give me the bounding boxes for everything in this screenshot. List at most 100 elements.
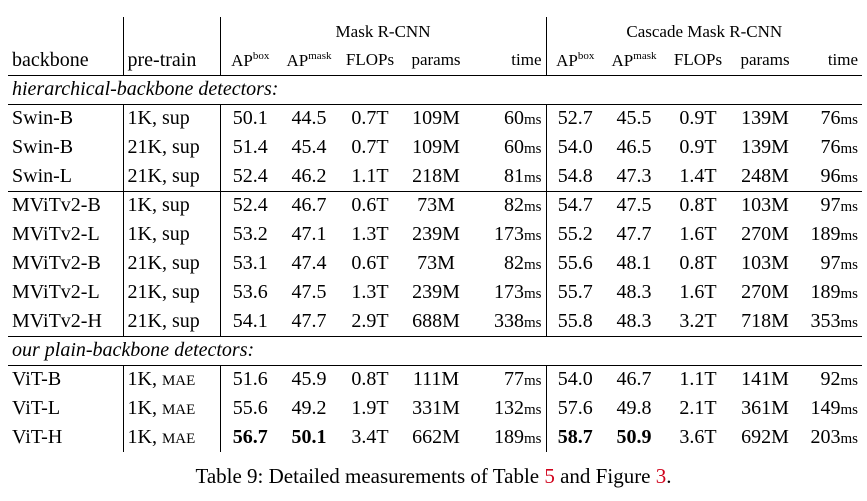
cell-text: 270M <box>741 223 789 245</box>
cell: 1.9T <box>338 394 402 423</box>
cell: 48.3 <box>604 278 664 307</box>
cell-text: 3.2T <box>679 309 717 332</box>
cell-text: time <box>511 50 542 70</box>
cell-text: 52.4 <box>232 164 268 187</box>
cell-unit: ms <box>524 228 542 244</box>
cell: Swin-B <box>8 133 124 162</box>
cell-unit: ms <box>524 431 542 447</box>
cell-text: 1.6T <box>679 281 717 303</box>
cell: 54.7 <box>546 191 604 220</box>
cell: 46.5 <box>604 133 664 162</box>
cell-text: 51.6 <box>232 368 268 391</box>
cell: 46.7 <box>604 365 664 394</box>
cell-text: 52.7 <box>557 107 593 130</box>
data-row: MViTv2-L 1K, sup 53.2 47.1 1.3T 239M 173ms 55.2… <box>8 220 862 249</box>
cell: 49.2 <box>280 394 338 423</box>
cell: MViTv2-B <box>8 191 124 220</box>
cell-text: 21K, sup <box>127 309 200 332</box>
cell-text: 3.4T <box>351 426 389 448</box>
cell: 73M <box>402 249 470 278</box>
cell-unit: ms <box>524 402 542 418</box>
cell-unit: ms <box>840 286 859 302</box>
cell: 52.4 <box>220 191 280 220</box>
cell-text: 47.5 <box>291 281 327 303</box>
data-row: Swin-B 1K, sup 50.1 44.5 0.7T 109M 60ms 52.7 45.… <box>8 104 862 133</box>
cell-text: 47.3 <box>616 164 652 187</box>
cell-text: pre-train <box>127 48 197 71</box>
cell-text: 103M <box>741 252 789 274</box>
cell: 1.6T <box>664 220 732 249</box>
cell: MViTv2-L <box>8 278 124 307</box>
data-row: MViTv2-L 21K, sup 53.6 47.5 1.3T 239M 173ms 55.… <box>8 278 862 307</box>
cell: 47.4 <box>280 249 338 278</box>
cell-text: 53.1 <box>232 252 268 274</box>
cell-unit: ms <box>524 169 542 186</box>
cell: 361M <box>732 394 798 423</box>
cell-number: 92 <box>820 368 841 391</box>
cell-text: 1.3T <box>351 281 389 303</box>
cell-text: Swin-B <box>12 107 74 130</box>
caption-text: Table 9: Detailed measurements of Table <box>195 464 545 488</box>
cell-text: 270M <box>741 281 789 303</box>
cell: 45.5 <box>604 104 664 133</box>
data-row: ViT-B 1K, MAE 51.6 45.9 0.8T 111M 77ms 54.0 46.7… <box>8 365 862 394</box>
cell-text: 1.3T <box>351 223 389 245</box>
cell-text: 48.3 <box>616 309 652 332</box>
cell: 60ms <box>470 133 547 162</box>
table-ref[interactable]: 5 <box>544 464 555 488</box>
cell-text: 73M <box>417 252 455 274</box>
cell-text: 1.6T <box>679 223 717 245</box>
cell-unit: ms <box>524 286 542 302</box>
cell-text: 139M <box>741 136 789 158</box>
cell-text: ViT-B <box>12 368 62 391</box>
cell: 76ms <box>798 133 862 162</box>
cell-text: 48.3 <box>616 281 652 303</box>
cell: 47.7 <box>604 220 664 249</box>
cell: 1.3T <box>338 278 402 307</box>
cell: 45.9 <box>280 365 338 394</box>
figure-ref[interactable]: 3 <box>655 464 667 488</box>
column-header: FLOPs <box>664 46 733 76</box>
cell: 1.3T <box>338 220 402 249</box>
cell-unit: ms <box>840 112 859 129</box>
cell-text: 48.1 <box>616 252 652 274</box>
cell-number: 132 <box>494 397 524 419</box>
cell: 53.1 <box>220 249 280 278</box>
column-header: params <box>732 46 799 76</box>
cell-unit: ms <box>840 228 859 244</box>
cell-smallcaps: MAE <box>161 402 196 418</box>
cell-number: 149 <box>810 397 841 419</box>
cell-text: 49.2 <box>291 397 327 419</box>
cell: 141M <box>732 365 798 394</box>
cell-text: Swin-L <box>12 164 72 187</box>
cell: ViT-B <box>8 365 124 394</box>
caption-text: . <box>666 464 672 488</box>
cell: 688M <box>402 307 470 337</box>
cell-text: 21K, sup <box>127 136 200 158</box>
cell: 47.1 <box>280 220 338 249</box>
header-sup: box <box>577 49 595 62</box>
cell-text: 0.9T <box>679 136 717 158</box>
section-text: our plain-backbone detectors: <box>12 339 255 361</box>
group-title: Mask R-CNN <box>335 21 431 41</box>
cell: 103M <box>732 249 798 278</box>
cell-text: 0.8T <box>679 252 717 274</box>
cell: 76ms <box>798 104 862 133</box>
cell-text: 1.1T <box>351 164 389 187</box>
cell: 48.1 <box>604 249 664 278</box>
cell-unit: ms <box>840 141 859 157</box>
cell: 97ms <box>798 191 862 220</box>
cell-unit: ms <box>840 199 859 216</box>
cell: 21K, sup <box>123 249 221 278</box>
cell-text: 57.6 <box>557 397 593 419</box>
cell: 73M <box>402 191 470 220</box>
column-header: APbox <box>546 46 605 76</box>
data-row: ViT-H 1K, MAE 56.7 50.1 3.4T 662M 189ms 58.7 50.… <box>8 423 862 452</box>
cell-number: 76 <box>820 136 841 158</box>
cell: 173ms <box>470 278 547 307</box>
cell-text: 103M <box>741 194 789 217</box>
section-row: our plain-backbone detectors: <box>8 336 863 366</box>
cell: 51.4 <box>220 133 280 162</box>
cell-text: FLOPs <box>345 50 395 70</box>
cell: 173ms <box>470 220 547 249</box>
